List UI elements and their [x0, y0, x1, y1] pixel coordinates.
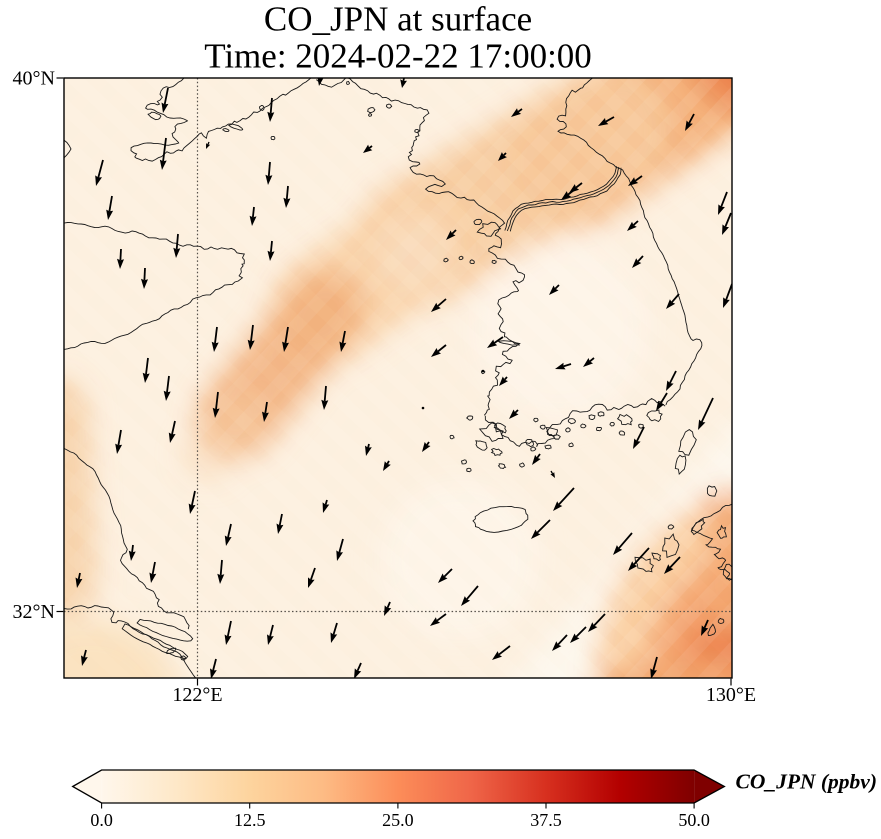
svg-text:0.0: 0.0 [90, 810, 113, 830]
svg-text:12.5: 12.5 [234, 810, 266, 830]
svg-text:37.5: 37.5 [530, 810, 562, 830]
svg-text:25.0: 25.0 [382, 810, 414, 830]
svg-text:40°N: 40°N [13, 68, 55, 90]
svg-text:130°E: 130°E [706, 684, 756, 706]
svg-text:CO_JPN (ppbv): CO_JPN (ppbv) [736, 770, 878, 794]
svg-text:122°E: 122°E [172, 684, 222, 706]
svg-text:32°N: 32°N [13, 601, 55, 623]
svg-text:50.0: 50.0 [678, 810, 710, 830]
svg-text:CO_JPN at surface: CO_JPN at surface [264, 0, 532, 39]
svg-text:Time: 2024-02-22 17:00:00: Time: 2024-02-22 17:00:00 [204, 37, 592, 76]
